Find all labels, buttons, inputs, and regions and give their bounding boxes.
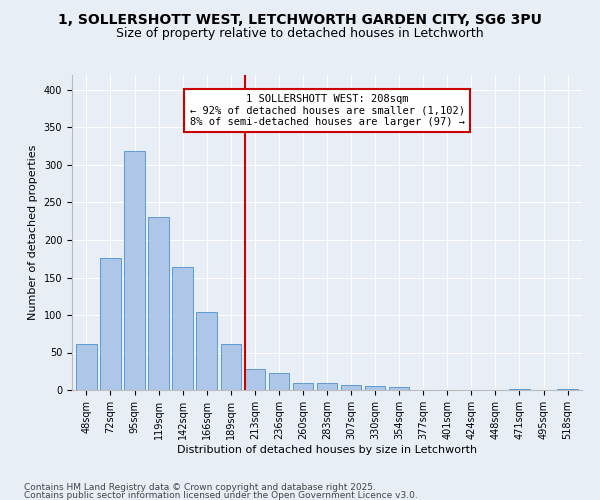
Text: 1, SOLLERSHOTT WEST, LETCHWORTH GARDEN CITY, SG6 3PU: 1, SOLLERSHOTT WEST, LETCHWORTH GARDEN C… — [58, 12, 542, 26]
Bar — [341, 385, 361, 390]
Text: Size of property relative to detached houses in Letchworth: Size of property relative to detached ho… — [116, 28, 484, 40]
Bar — [100, 258, 121, 390]
Bar — [76, 344, 97, 390]
Bar — [196, 312, 217, 390]
Bar — [221, 344, 241, 390]
Bar — [293, 382, 313, 390]
Bar — [148, 217, 169, 390]
Bar — [317, 382, 337, 390]
Bar — [365, 386, 385, 390]
Bar — [269, 373, 289, 390]
Bar — [389, 387, 409, 390]
Bar — [557, 389, 578, 390]
Bar — [172, 267, 193, 390]
Bar — [124, 152, 145, 390]
Bar — [245, 369, 265, 390]
Y-axis label: Number of detached properties: Number of detached properties — [28, 145, 38, 320]
Text: Contains public sector information licensed under the Open Government Licence v3: Contains public sector information licen… — [24, 491, 418, 500]
Text: Contains HM Land Registry data © Crown copyright and database right 2025.: Contains HM Land Registry data © Crown c… — [24, 484, 376, 492]
Text: 1 SOLLERSHOTT WEST: 208sqm
← 92% of detached houses are smaller (1,102)
8% of se: 1 SOLLERSHOTT WEST: 208sqm ← 92% of deta… — [190, 94, 464, 127]
X-axis label: Distribution of detached houses by size in Letchworth: Distribution of detached houses by size … — [177, 444, 477, 454]
Bar — [509, 389, 530, 390]
